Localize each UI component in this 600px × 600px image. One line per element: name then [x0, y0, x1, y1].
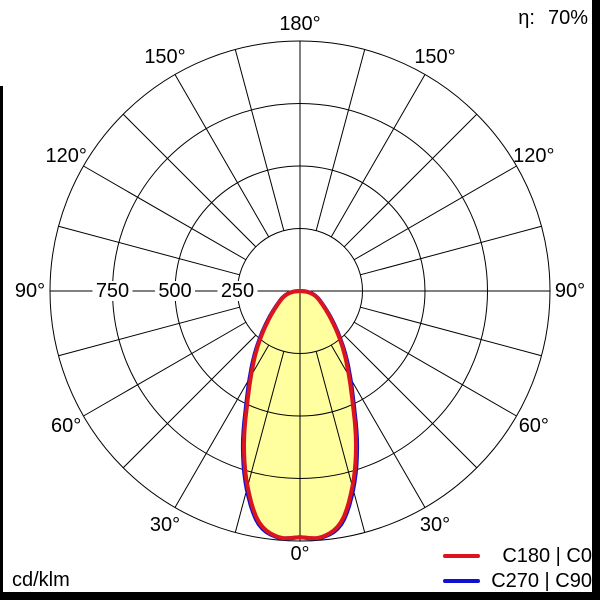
efficiency-label: η: [518, 7, 535, 29]
angle-label-150-right: 150° [414, 46, 455, 68]
curve-c180-c0 [242, 289, 358, 541]
grid-spoke [360, 306, 542, 357]
angle-label-90-left: 90° [15, 280, 45, 302]
efficiency-readout: η: 70% [518, 7, 588, 29]
grid-spoke [58, 225, 240, 276]
grid-spoke [330, 74, 426, 238]
legend-item-c180-c0: C180 | C0 [443, 543, 592, 568]
polar-grid [49, 40, 551, 542]
grid-spoke [122, 113, 257, 248]
ring-label-bg [217, 281, 258, 301]
angle-label-120-right: 120° [513, 145, 554, 167]
grid-spoke [353, 321, 517, 417]
grid-spoke [58, 306, 240, 357]
legend: C180 | C0 C270 | C90 [443, 543, 592, 593]
angle-label-60-right: 60° [519, 415, 549, 437]
angle-label-30-right: 30° [420, 514, 450, 536]
ring-label: 500 [158, 280, 191, 302]
grid-spoke [315, 351, 366, 533]
c180-c0-legend-label: C180 | C0 [502, 544, 592, 567]
angle-label-150-left: 150° [144, 46, 185, 68]
grid-spoke [234, 351, 285, 533]
angle-label-0: 0° [290, 543, 309, 565]
grid-spoke [83, 165, 247, 261]
frame-border-bottom [0, 592, 600, 600]
frame-border-left [0, 86, 3, 600]
angle-label-90-right: 90° [555, 280, 585, 302]
angle-label-30-left: 30° [150, 514, 180, 536]
c270-c90-legend-label: C270 | C90 [491, 569, 592, 592]
grid-spoke [315, 49, 366, 231]
ring-label-bg [155, 281, 195, 301]
efficiency-value: 70% [547, 7, 588, 29]
grid-spoke [83, 321, 247, 417]
ring-labels: 250 500 750 [92, 280, 258, 302]
angle-labels: 0° 30° 30° 60° 60° 90° 90° 120° 120° 150° 150° 180° [15, 13, 585, 565]
grid-spoke [360, 225, 542, 276]
grid-spoke [353, 165, 517, 261]
grid-spoke [234, 49, 285, 231]
angle-label-120-left: 120° [45, 145, 86, 167]
grid-spoke [122, 334, 257, 469]
grid-spoke [343, 334, 478, 469]
frame-border-right [592, 0, 600, 600]
angle-label-60-left: 60° [51, 415, 81, 437]
ring-label-bg [92, 281, 133, 301]
ring-label: 750 [96, 280, 129, 302]
unit-label: cd/klm [12, 569, 70, 591]
grid-spoke [343, 113, 478, 248]
ring-label: 250 [221, 280, 254, 302]
angle-label-180: 180° [279, 13, 320, 35]
c180-c0-line-swatch [443, 553, 480, 558]
legend-item-c270-c90: C270 | C90 [443, 568, 592, 593]
grid-spoke [174, 74, 270, 238]
c270-c90-line-swatch [443, 578, 480, 583]
